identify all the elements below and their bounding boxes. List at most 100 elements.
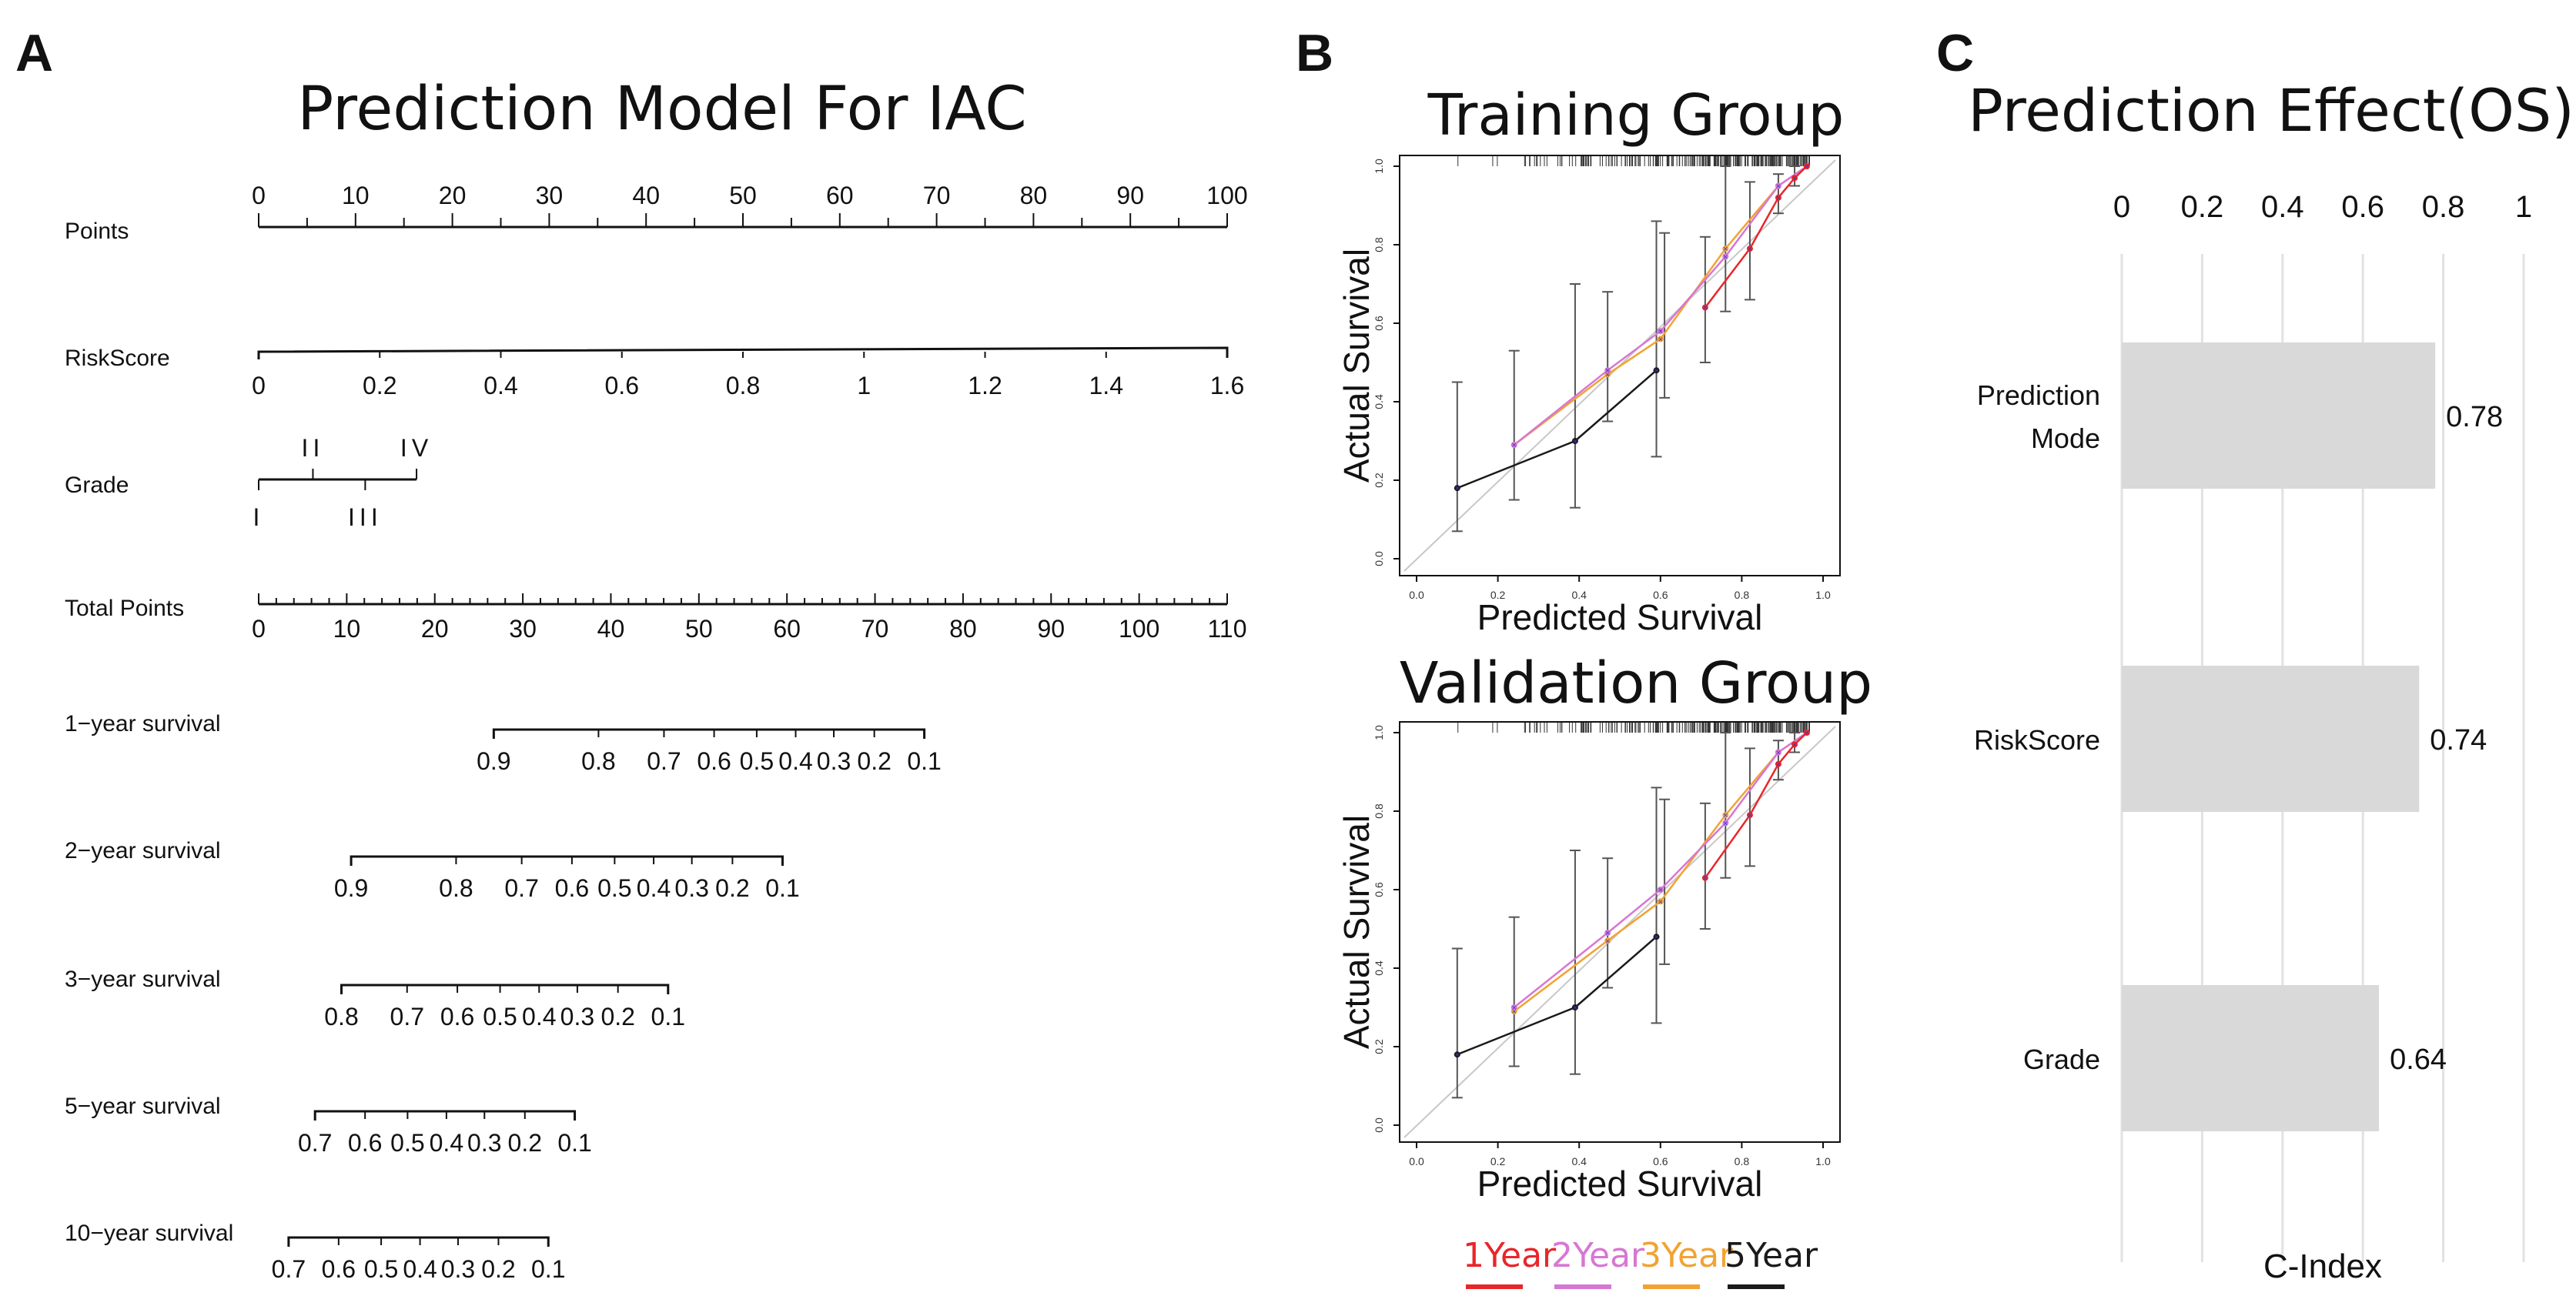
riskscore-tick-label: 0.4 [483,372,517,399]
sample-marker: × [1748,245,1752,254]
scale-label-total-points: Total Points [65,596,184,621]
total-points-tick-label: 20 [421,615,449,643]
survival-tick-label: 0.2 [481,1255,515,1283]
survival-tick-label: 0.3 [674,874,708,902]
riskscore-tick-label: 1.6 [1210,372,1244,399]
sample-marker: × [1805,162,1809,172]
data-label: 0.74 [2430,724,2487,757]
total-points-tick-label: 40 [597,615,625,643]
total-points-tick-label: 110 [1207,615,1246,643]
x-tick-label: 0.2 [2181,190,2224,224]
series-point-3year [1604,937,1611,944]
series-point-1year [1701,874,1708,881]
x-tick-label: 0.6 [2341,190,2384,224]
sample-marker: × [1512,441,1517,450]
series-point-3year [1722,246,1729,252]
x-tick-label: 0.8 [2422,190,2465,224]
y-tick-label: 0.8 [1373,237,1385,252]
points-tick-label: 90 [1116,182,1144,209]
x-tick-label: 1 [2515,190,2532,224]
total-points-tick-label: 30 [509,615,537,643]
x-tick-label: 1.0 [1815,1155,1831,1167]
series-point-1year [1701,304,1708,311]
series-point-1year [1746,812,1753,819]
data-label: 0.64 [2390,1044,2447,1076]
riskscore-tick-label: 1 [857,372,871,399]
survival-tick-label: 0.7 [298,1129,332,1157]
series-point-1year [1791,175,1798,182]
y-tick-label: 0.2 [1373,1039,1385,1054]
series-point-2year [1657,887,1664,893]
series-point-2year [1510,1004,1517,1010]
points-tick-label: 40 [632,182,660,209]
survival-tick-label: 0.1 [651,1003,685,1030]
scale-label-riskscore: RiskScore [65,346,170,371]
sample-marker: × [1654,933,1658,942]
points-tick-label: 80 [1020,182,1048,209]
survival-tick-label: 0.2 [601,1003,634,1030]
bar-grade [2122,985,2380,1131]
survival-axis-line [313,1110,577,1121]
sample-marker: × [1723,819,1728,828]
y-tick-label: 0.0 [1373,1117,1385,1133]
sample-marker: × [1723,245,1728,254]
series-point-5year [1454,485,1460,492]
rug-marks [1457,156,1810,166]
survival-axis-line [350,855,784,866]
series-point-1year [1775,760,1781,767]
subplot-title: Training Group [1427,82,1845,149]
calibration-plot-training-group: Training Group 0.0 0.2 0.4 0.6 0.8 1.0 0.0 0.2 0.… [1337,82,1844,637]
panel-letter-a: A [15,24,53,82]
survival-tick-label: 0.4 [778,747,812,775]
sample-marker: × [1605,937,1610,946]
series-point-3year [1722,812,1729,819]
survival-tick-label: 0.7 [272,1255,306,1283]
series-point-1year [1746,246,1753,252]
points-tick-label: 20 [439,182,467,209]
sample-marker: × [1703,304,1708,313]
sample-marker: × [1792,740,1797,750]
survival-tick-label: 0.6 [440,1003,474,1030]
grade-category-label: I [253,503,265,531]
sample-marker: × [1654,366,1658,376]
survival-tick-label: 0.5 [597,874,631,902]
sample-marker: × [1658,335,1663,344]
survival-tick-label: 0.5 [390,1129,424,1157]
sample-marker: × [1573,437,1577,446]
series-point-3year [1657,336,1664,342]
x-tick-label: 0.2 [1490,1155,1506,1167]
survival-tick-label: 0.7 [390,1003,424,1030]
survival-tick-label: 0.6 [348,1129,382,1157]
category-label: RiskScore [1974,724,2100,756]
total-points-tick-label: 90 [1037,615,1065,643]
survival-tick-label: 0.1 [765,874,799,902]
series-point-2year [1604,930,1611,937]
y-tick-label: 0.0 [1373,551,1385,566]
survival-tick-label: 0.8 [324,1003,358,1030]
survival-tick-label: 0.5 [740,747,774,775]
riskscore-tick-label: 0.8 [726,372,760,399]
total-points-tick-label: 100 [1119,615,1159,643]
survival-tick-label: 0.7 [647,747,681,775]
total-points-tick-label: 0 [252,615,266,643]
survival-tick-label: 0.4 [522,1003,556,1030]
riskscore-tick-label: 1.4 [1089,372,1123,399]
x-tick-label: 0.4 [1571,589,1587,601]
calibration-plot-validation-group: Validation Group 0.0 0.2 0.4 0.6 0.8 1.0 0.0 0.2… [1337,650,1872,1204]
y-tick-label: 1.0 [1373,159,1385,174]
sample-marker: × [1723,811,1728,820]
series-point-1year [1775,194,1781,201]
x-tick-label: 0.0 [1409,589,1424,601]
error-bar [1699,235,1711,363]
survival-tick-label: 0.3 [441,1255,475,1283]
scale-label-points: Points [65,219,129,244]
sample-marker: × [1512,1007,1517,1017]
sample-marker: × [1723,252,1728,262]
rug-marks [1457,723,1810,733]
series-line-5year [1457,936,1658,1056]
survival-tick-label: 0.2 [715,874,749,902]
survival-tick-label: 0.6 [322,1255,356,1283]
x-axis-label: Predicted Survival [1477,1164,1763,1204]
x-tick-label: 0.4 [1571,1155,1587,1167]
